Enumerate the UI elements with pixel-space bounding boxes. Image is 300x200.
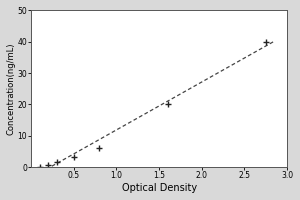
Y-axis label: Concentration(ng/mL): Concentration(ng/mL) <box>7 43 16 135</box>
X-axis label: Optical Density: Optical Density <box>122 183 197 193</box>
